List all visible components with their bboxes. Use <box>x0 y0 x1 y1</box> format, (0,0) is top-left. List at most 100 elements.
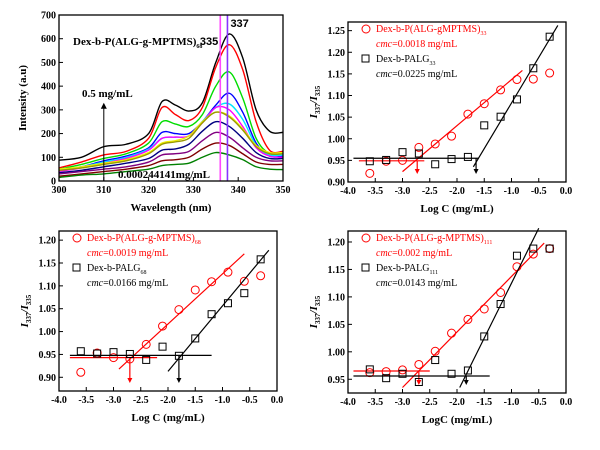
spectrum-line-0 <box>58 33 284 161</box>
legend-marker-square <box>72 263 81 272</box>
data-point-circle <box>398 155 407 165</box>
spectrum-line-11 <box>58 151 284 179</box>
data-point-square <box>512 251 521 260</box>
data-point-square <box>382 155 391 164</box>
y-tick-label: 1.00 <box>328 347 346 358</box>
x-axis-label: LogC (mg/mL) <box>422 414 493 426</box>
x-tick-label: -3.0 <box>395 397 411 408</box>
cmc-arrow-head-icon <box>416 380 422 385</box>
fit-line-slope <box>118 253 245 370</box>
legend-marker-circle <box>72 233 82 243</box>
legend-marker-circle <box>361 233 371 243</box>
data-point-circle <box>463 314 473 324</box>
data-point-square <box>480 332 489 341</box>
data-point-circle <box>496 85 506 95</box>
y-tick-label: 1.00 <box>39 327 57 338</box>
data-point-circle <box>479 99 489 109</box>
x-tick-label: -3.5 <box>367 186 383 197</box>
data-point-square <box>463 366 472 375</box>
y-tick-label: 1.00 <box>328 134 346 145</box>
legend-cmc: cmc=0.002 mg/mL <box>376 248 452 259</box>
legend-cmc: cmc=0.0018 mg/mL <box>376 39 457 50</box>
data-point-square <box>240 289 249 298</box>
x-tick-label: 0.0 <box>560 397 573 408</box>
x-tick-label: 0.0 <box>271 395 284 406</box>
data-point-square <box>496 300 505 309</box>
data-point-square <box>207 310 216 319</box>
x-tick-label: -0.5 <box>242 395 258 406</box>
data-point-circle <box>190 285 200 295</box>
y-tick-label: 600 <box>41 34 56 45</box>
x-tick-label: -3.0 <box>395 186 411 197</box>
x-axis-label: Log C (mg/mL) <box>420 203 494 215</box>
data-point-square <box>398 148 407 157</box>
legend-label: Dex-b-PALG33 <box>376 54 436 67</box>
peak-label-335: 335 <box>200 36 218 48</box>
x-tick-label: -2.5 <box>422 186 438 197</box>
data-point-circle <box>223 267 233 277</box>
y-tick-label: 0 <box>51 177 56 188</box>
data-point-circle <box>158 321 168 331</box>
data-point-circle <box>545 244 555 254</box>
plot-frame-0 <box>58 14 284 182</box>
legend-label: Dex-b-P(ALG-g-MPTMS)111 <box>376 233 492 246</box>
y-tick-label: 0.90 <box>39 373 57 384</box>
x-tick-label: -1.0 <box>504 397 520 408</box>
data-point-square <box>76 347 85 356</box>
data-point-square <box>447 369 456 378</box>
x-tick-label: -1.0 <box>215 395 231 406</box>
data-point-circle <box>447 131 457 141</box>
peak-label-337: 337 <box>230 18 248 30</box>
data-point-square <box>365 365 374 374</box>
data-point-square <box>256 255 265 264</box>
data-point-square <box>191 334 200 343</box>
x-tick-label: -0.5 <box>531 186 547 197</box>
data-point-circle <box>496 288 506 298</box>
data-point-square <box>529 64 538 73</box>
fit-line-slope <box>402 69 523 173</box>
data-point-square <box>398 369 407 378</box>
x-tick-label: -2.5 <box>133 395 149 406</box>
x-tick-label: 0.0 <box>560 186 573 197</box>
data-point-square <box>431 160 440 169</box>
y-tick-label: 1.25 <box>328 26 346 37</box>
x-tick-label: -3.5 <box>78 395 94 406</box>
data-point-square <box>109 348 118 357</box>
data-point-circle <box>76 367 86 377</box>
data-point-square <box>431 356 440 365</box>
data-point-circle <box>109 353 118 363</box>
label-high-concentration: 0.5 mg/mL <box>82 88 133 100</box>
data-point-circle <box>256 271 266 281</box>
data-point-circle <box>479 304 489 314</box>
y-tick-label: 700 <box>41 11 56 22</box>
data-point-circle <box>239 276 249 286</box>
y-tick-label: 100 <box>41 153 56 164</box>
y-tick-label: 1.10 <box>39 281 57 292</box>
fit-line-slope <box>167 249 270 372</box>
x-tick-label: 310 <box>96 185 111 196</box>
data-point-square <box>142 355 151 364</box>
x-tick-label: -2.0 <box>449 397 465 408</box>
x-tick-label: 340 <box>231 185 246 196</box>
y-tick-label: 1.10 <box>328 292 346 303</box>
spectrum-line-1 <box>58 43 284 169</box>
x-tick-label: -4.0 <box>51 395 67 406</box>
data-point-circle <box>174 305 184 315</box>
data-point-square <box>414 149 423 158</box>
x-tick-label: -0.5 <box>531 397 547 408</box>
cmc-arrow-head-icon <box>414 169 420 174</box>
data-point-circle <box>365 168 375 178</box>
legend-marker-circle <box>361 24 371 34</box>
data-point-square <box>512 95 521 104</box>
data-point-circle <box>141 339 151 349</box>
data-point-circle <box>512 262 522 272</box>
legend-cmc: cmc=0.0019 mg/mL <box>87 248 168 259</box>
data-point-square <box>174 351 183 360</box>
spectrum-line-7 <box>58 111 284 172</box>
x-axis-label: Wavelength (nm) <box>131 202 212 214</box>
data-point-square <box>463 152 472 161</box>
legend-label: Dex-b-PALG68 <box>87 263 147 276</box>
x-tick-label: -4.0 <box>340 186 356 197</box>
data-point-circle <box>528 74 538 84</box>
